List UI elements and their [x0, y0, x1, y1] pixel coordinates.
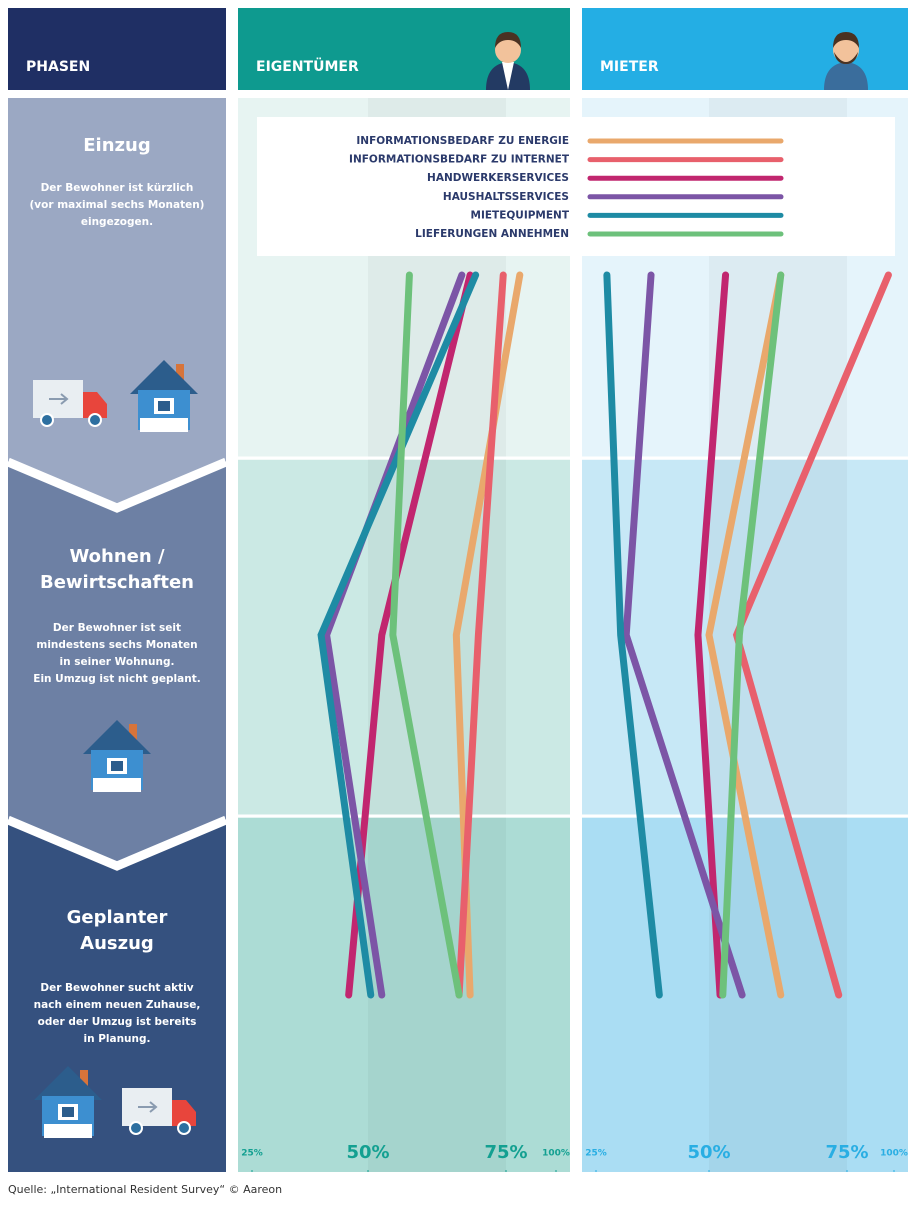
series-line	[622, 271, 746, 999]
series-line	[389, 271, 463, 999]
legend-label: LIEFERUNGEN ANNEHMEN	[415, 228, 569, 240]
phase-description: oder der Umzug ist bereits	[38, 1016, 197, 1028]
person-icon	[824, 62, 868, 90]
x-tick-label: 100%	[880, 1149, 908, 1159]
phase-description: nach einem neuen Zuhause,	[34, 999, 201, 1011]
phase-description: mindestens sechs Monaten	[36, 639, 197, 651]
x-tick-label: 50%	[346, 1142, 389, 1163]
house-icon	[93, 778, 141, 792]
truck-icon	[88, 413, 102, 427]
phase-chevron	[8, 460, 226, 504]
truck-icon	[138, 1101, 158, 1113]
phase-name: Bewirtschaften	[40, 572, 194, 593]
house-icon	[130, 360, 198, 394]
phases-title: PHASEN	[26, 59, 90, 75]
person-icon	[502, 62, 514, 90]
series-line	[705, 271, 785, 999]
legend-label: INFORMATIONSBEDARF ZU ENERGIE	[356, 135, 569, 147]
legend-label: HAUSHALTSSERVICES	[443, 191, 569, 203]
house-icon	[44, 1124, 92, 1138]
person-icon	[495, 32, 521, 48]
truck-icon	[40, 413, 54, 427]
series-line	[323, 271, 466, 999]
x-tick-label: 25%	[241, 1149, 263, 1159]
phase-description: eingezogen.	[81, 216, 153, 228]
phase-description: Der Bewohner sucht aktiv	[40, 982, 193, 994]
legend-box	[257, 117, 895, 256]
series-line	[694, 271, 730, 999]
phase-band	[238, 460, 570, 818]
series-line	[603, 271, 663, 999]
chevron-gap	[6, 815, 228, 871]
phase-name: Wohnen /	[69, 546, 164, 567]
house-icon	[83, 720, 151, 754]
column-band	[709, 98, 847, 1172]
x-tick-label: 75%	[825, 1142, 868, 1163]
house-icon	[129, 724, 137, 742]
house-icon	[158, 401, 170, 411]
phase-description: in Planung.	[83, 1033, 150, 1045]
legend-label: MIETEQUIPMENT	[471, 209, 570, 221]
source: Quelle: „International Resident Survey“ …	[8, 1183, 282, 1196]
phase-chevron	[8, 818, 226, 862]
panel-title: EIGENTÜMER	[256, 57, 359, 75]
phase-description: in seiner Wohnung.	[60, 656, 175, 668]
phase-description: Der Bewohner ist kürzlich	[41, 182, 194, 194]
legend-label: INFORMATIONSBEDARF ZU INTERNET	[349, 154, 570, 166]
truck-icon	[49, 393, 69, 405]
phase-name: Geplanter	[67, 907, 168, 928]
x-tick-label: 100%	[542, 1149, 570, 1159]
series-line	[345, 271, 474, 999]
phase-name: Einzug	[83, 135, 150, 156]
house-icon	[176, 364, 184, 382]
house-icon	[80, 1070, 88, 1088]
chevron-gap	[6, 457, 228, 513]
legend-label: HANDWERKERSERVICES	[427, 172, 569, 184]
series-line	[719, 271, 785, 999]
phase-description: Der Bewohner ist seit	[53, 622, 181, 634]
truck-icon	[129, 1121, 143, 1135]
phase-description: (vor maximal sechs Monaten)	[30, 199, 205, 211]
truck-icon	[172, 1100, 196, 1126]
phases-header	[8, 8, 226, 90]
phase-name: Auszug	[80, 933, 154, 954]
x-tick-label: 50%	[687, 1142, 730, 1163]
panel-title: MIETER	[600, 59, 659, 75]
column-band	[368, 98, 506, 1172]
series-line	[317, 271, 480, 999]
x-tick-label: 75%	[484, 1142, 527, 1163]
person-icon	[495, 37, 521, 63]
person-icon	[833, 37, 859, 63]
house-icon	[111, 761, 123, 771]
house-icon	[62, 1107, 74, 1117]
x-tick-label: 25%	[585, 1149, 607, 1159]
house-icon	[34, 1066, 102, 1100]
person-icon	[833, 32, 859, 48]
series-line	[455, 271, 507, 999]
person-icon	[834, 52, 858, 64]
truck-icon	[177, 1121, 191, 1135]
phase-description: Ein Umzug ist nicht geplant.	[33, 673, 200, 685]
truck-icon	[83, 392, 107, 418]
phase-band	[238, 818, 570, 1172]
house-icon	[140, 418, 188, 432]
